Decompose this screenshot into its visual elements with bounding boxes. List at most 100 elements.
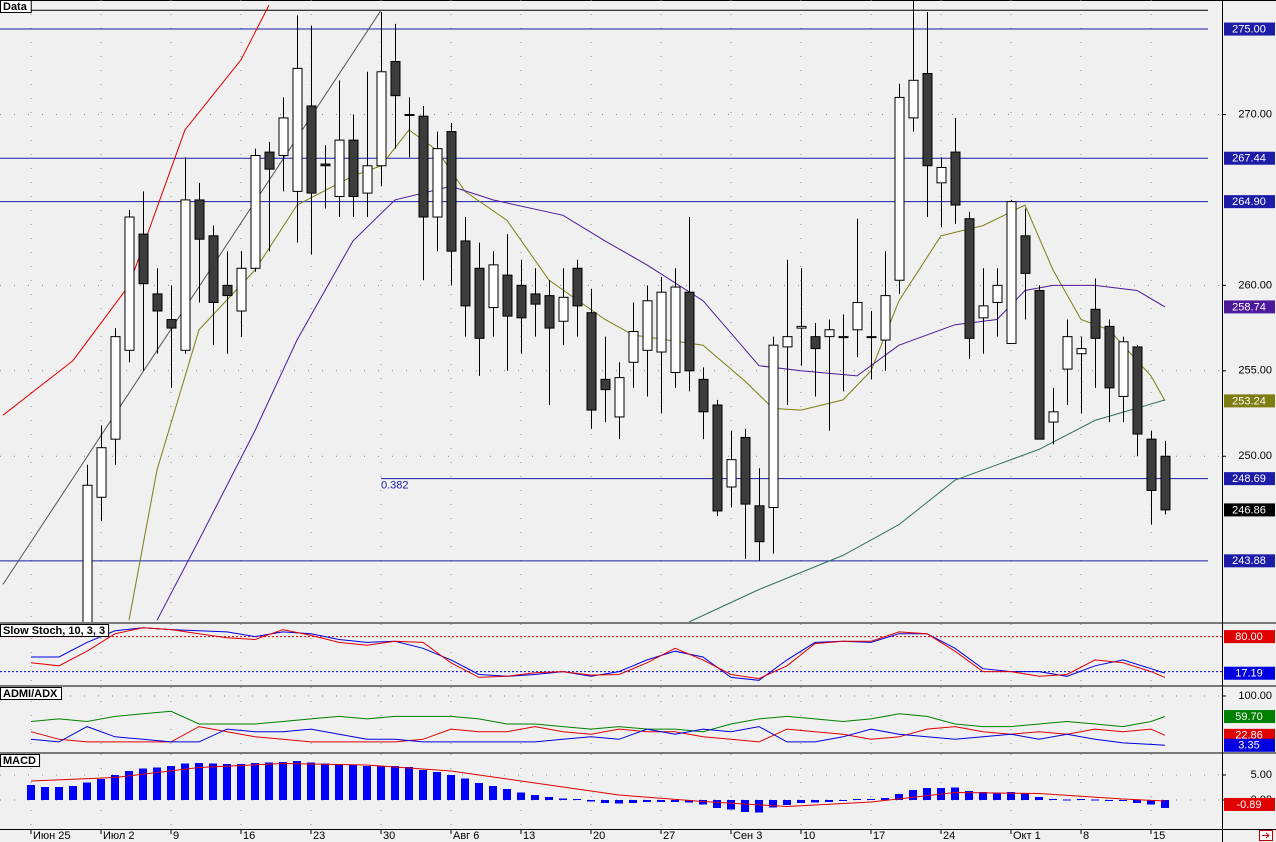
histogram-bar bbox=[279, 762, 287, 800]
value-box bbox=[1224, 797, 1275, 811]
candle-body bbox=[516, 284, 527, 319]
candle-body bbox=[1132, 346, 1143, 435]
candle-body bbox=[376, 71, 387, 167]
histogram-bar bbox=[615, 800, 623, 804]
histogram-bar bbox=[391, 766, 399, 800]
histogram-bar bbox=[1105, 800, 1113, 801]
candle-body bbox=[656, 291, 667, 353]
candle-body bbox=[726, 459, 737, 488]
x-tick-label: 24 bbox=[943, 830, 955, 842]
histogram-bar bbox=[237, 764, 245, 800]
indicator-line bbox=[31, 627, 1166, 681]
histogram-bar bbox=[125, 771, 133, 800]
histogram-bar bbox=[643, 800, 651, 802]
overlay-line bbox=[688, 399, 1166, 622]
value-box bbox=[1224, 728, 1275, 742]
candle-body bbox=[194, 199, 205, 240]
candle-body bbox=[250, 155, 261, 269]
histogram-bar bbox=[741, 800, 749, 812]
histogram-bar bbox=[685, 800, 693, 803]
candle-body bbox=[320, 163, 331, 167]
overlay-line bbox=[2, 10, 382, 585]
candle-body bbox=[530, 293, 541, 305]
histogram-bar bbox=[363, 766, 371, 800]
candle-body bbox=[628, 331, 639, 363]
histogram-bar bbox=[839, 800, 847, 801]
x-tick-label: 13 bbox=[523, 830, 535, 842]
candle-body bbox=[1006, 201, 1017, 344]
candle-body bbox=[894, 96, 905, 281]
histogram-bar bbox=[83, 782, 91, 800]
x-tick-label: 15 bbox=[1153, 830, 1165, 842]
panel-title-box bbox=[0, 754, 41, 767]
histogram-bar bbox=[965, 791, 973, 800]
histogram-bar bbox=[335, 764, 343, 800]
x-tick-label: 16 bbox=[243, 830, 255, 842]
candle-body bbox=[460, 240, 471, 307]
candle-body bbox=[1146, 438, 1157, 491]
value-box-label: 253.24 bbox=[1232, 395, 1266, 407]
value-box bbox=[1224, 503, 1275, 517]
y-tick-label: 255.00 bbox=[1238, 365, 1272, 377]
x-tick-label: Сен 3 bbox=[733, 830, 762, 842]
histogram-bar bbox=[1049, 799, 1057, 800]
histogram-bar bbox=[293, 761, 301, 800]
candle-body bbox=[306, 105, 317, 194]
histogram-bar bbox=[1035, 797, 1043, 800]
scroll-icon[interactable] bbox=[1259, 830, 1273, 841]
candle-body bbox=[908, 79, 919, 119]
histogram-bar bbox=[1021, 793, 1029, 800]
value-box bbox=[1224, 738, 1275, 752]
value-box bbox=[1224, 195, 1275, 209]
histogram-bar bbox=[377, 766, 385, 800]
value-box bbox=[1224, 300, 1275, 314]
candle-body bbox=[110, 336, 121, 440]
panel-title: Slow Stoch, 10, 3, 3 bbox=[3, 625, 105, 637]
histogram-bar bbox=[601, 800, 609, 803]
candle-body bbox=[670, 286, 681, 374]
y-tick-label: 5.00 bbox=[1251, 769, 1272, 781]
candle-body bbox=[362, 165, 373, 194]
candle-body bbox=[292, 67, 303, 192]
candle-body bbox=[1034, 289, 1045, 440]
histogram-bar bbox=[573, 799, 581, 800]
candle-body bbox=[222, 284, 233, 297]
candle-body bbox=[82, 484, 93, 622]
candle-body bbox=[684, 291, 695, 372]
histogram-bar bbox=[1161, 800, 1169, 808]
candle-body bbox=[572, 267, 583, 307]
candle-body bbox=[264, 151, 275, 170]
level-ratio: 0.382 bbox=[381, 480, 409, 492]
candle-body bbox=[124, 216, 135, 351]
candle-body bbox=[558, 296, 569, 322]
overlay-line bbox=[2, 4, 270, 416]
histogram-bar bbox=[251, 763, 259, 800]
candle-body bbox=[642, 300, 653, 351]
value-box-label: 22.86 bbox=[1235, 730, 1263, 742]
histogram-bar bbox=[587, 800, 595, 802]
histogram-bar bbox=[853, 799, 861, 800]
candle-body bbox=[936, 166, 947, 184]
candle-body bbox=[698, 378, 709, 413]
histogram-bar bbox=[923, 788, 931, 800]
histogram-bar bbox=[559, 798, 567, 800]
histogram-bar bbox=[321, 763, 329, 800]
candle-body bbox=[1048, 411, 1059, 423]
x-tick-label: 23 bbox=[313, 830, 325, 842]
candle-body bbox=[348, 139, 359, 198]
candle-body bbox=[334, 139, 345, 198]
panel-title-box bbox=[0, 624, 110, 637]
histogram-bar bbox=[265, 762, 273, 800]
histogram-bar bbox=[1007, 792, 1015, 800]
candle-body bbox=[614, 377, 625, 418]
indicator-line bbox=[30, 726, 1166, 746]
histogram-bar bbox=[503, 789, 511, 800]
value-box-label: 264.90 bbox=[1232, 196, 1266, 208]
candle-body bbox=[488, 264, 499, 309]
icon-arrow[interactable] bbox=[1262, 832, 1270, 839]
value-box bbox=[1224, 151, 1275, 165]
value-box bbox=[1224, 554, 1275, 568]
histogram-bar bbox=[209, 763, 217, 800]
